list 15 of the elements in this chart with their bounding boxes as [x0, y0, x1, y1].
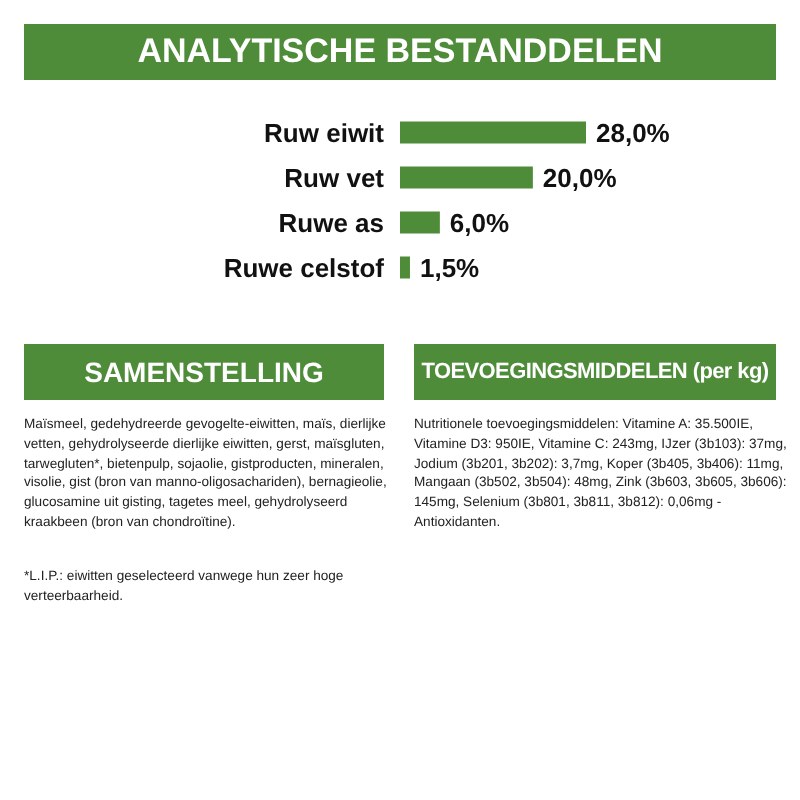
bar [400, 256, 410, 279]
data-label: 6,0% [449, 207, 510, 238]
y-tick-label: Ruw vet [284, 162, 386, 193]
text: SAMENSTELLING [24, 344, 384, 400]
bar [400, 211, 440, 234]
text: TOEVOEGINGSMIDDELEN (per kg) [414, 344, 776, 400]
bar [400, 121, 586, 144]
chart-title: ANALYTISCHE BESTANDDELEN [24, 24, 776, 80]
data-label: 20,0% [542, 162, 618, 193]
data-label: 28,0% [596, 117, 671, 148]
bar [400, 166, 533, 189]
y-tick-label: Ruw eiwit [264, 117, 386, 148]
y-tick-label: Ruwe as [278, 207, 384, 238]
y-tick-label: Ruwe celstof [223, 252, 386, 283]
data-label: 1,5% [419, 252, 481, 283]
